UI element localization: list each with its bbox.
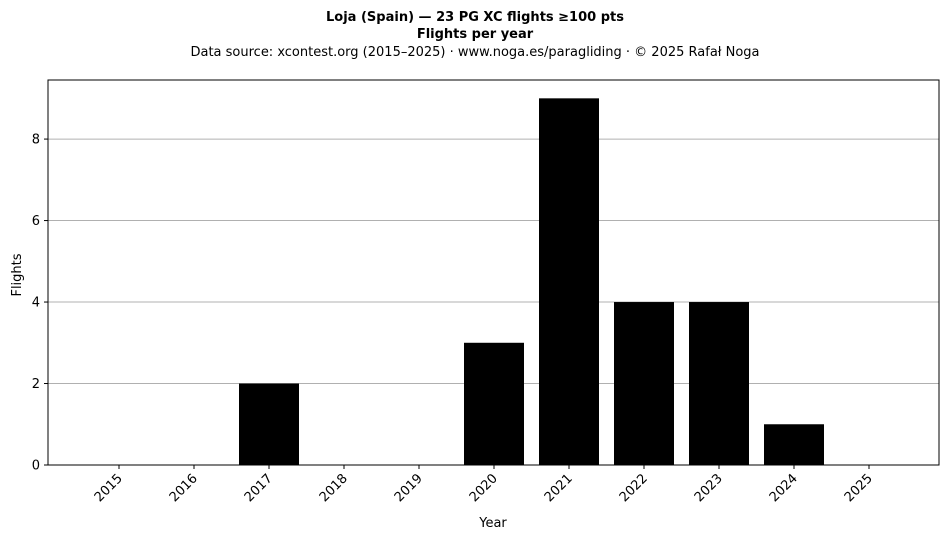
bar-2020 (464, 342, 524, 465)
x-tick-label-2018: 2018 (317, 471, 351, 505)
x-axis-label: Year (478, 516, 507, 531)
x-tick-label-2020: 2020 (467, 471, 501, 505)
x-tick-label-2019: 2019 (392, 471, 426, 505)
chart-title: Loja (Spain) — 23 PG XC flights ≥100 pts (326, 10, 624, 25)
y-tick-label-6: 6 (32, 214, 40, 229)
chart-title-2: Flights per year (417, 27, 534, 42)
bar-2024 (764, 424, 824, 465)
y-tick-label-4: 4 (32, 296, 40, 311)
y-tick-label-8: 8 (32, 133, 40, 148)
y-tick-label-0: 0 (32, 459, 40, 474)
bar-2021 (539, 98, 599, 465)
y-tick-label-2: 2 (32, 377, 40, 392)
bar-2017 (239, 383, 299, 465)
x-tick-label-2017: 2017 (242, 471, 276, 505)
x-tick-label-2021: 2021 (542, 471, 576, 505)
x-tick-label-2025: 2025 (842, 471, 876, 505)
y-axis: 0 2 4 6 8 (32, 133, 48, 474)
x-tick-label-2024: 2024 (767, 471, 801, 505)
x-axis: 2015 2016 2017 2018 2019 2020 2021 2022 2023 2024… (92, 465, 876, 505)
bar-2023 (689, 302, 749, 465)
bar-2022 (614, 302, 674, 465)
x-tick-label-2016: 2016 (167, 471, 201, 505)
x-tick-label-2023: 2023 (692, 471, 726, 505)
chart-subtitle: Data source: xcontest.org (2015–2025) · … (190, 45, 759, 60)
bars (239, 98, 824, 465)
x-tick-label-2015: 2015 (92, 471, 126, 505)
x-tick-label-2022: 2022 (617, 471, 651, 505)
y-axis-label: Flights (10, 253, 25, 296)
